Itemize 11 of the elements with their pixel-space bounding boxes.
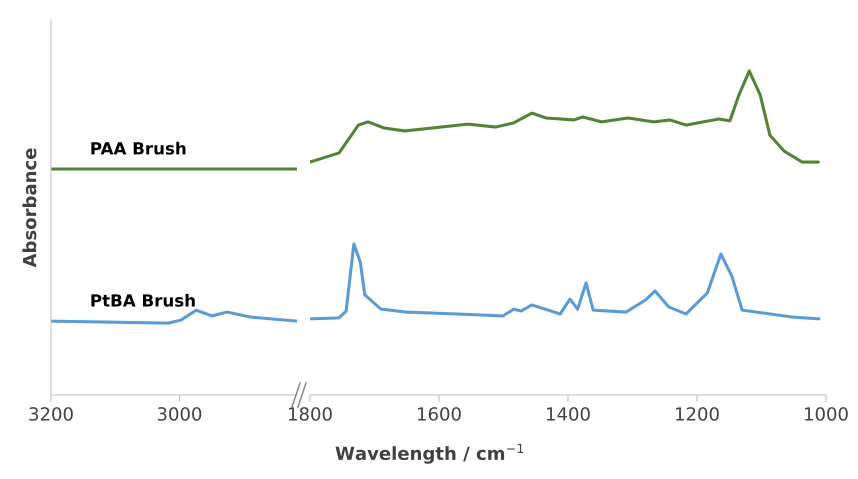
series-label: PtBA Brush <box>91 294 195 307</box>
series-label: PAA Brush <box>91 142 186 155</box>
x-axis-title: Wavelength / cm$^{−1}$ <box>336 444 524 464</box>
x-tick-label: 1000 <box>805 407 848 421</box>
x-tick-label: 1800 <box>289 407 332 421</box>
x-tick-label: 1600 <box>418 407 461 421</box>
x-tick-label: 1200 <box>676 407 719 421</box>
y-axis-title: Absorbance <box>22 148 36 268</box>
x-tick-label: 3000 <box>158 407 202 421</box>
x-tick-label: 1400 <box>547 407 590 421</box>
x-tick-label: 3200 <box>29 407 73 421</box>
